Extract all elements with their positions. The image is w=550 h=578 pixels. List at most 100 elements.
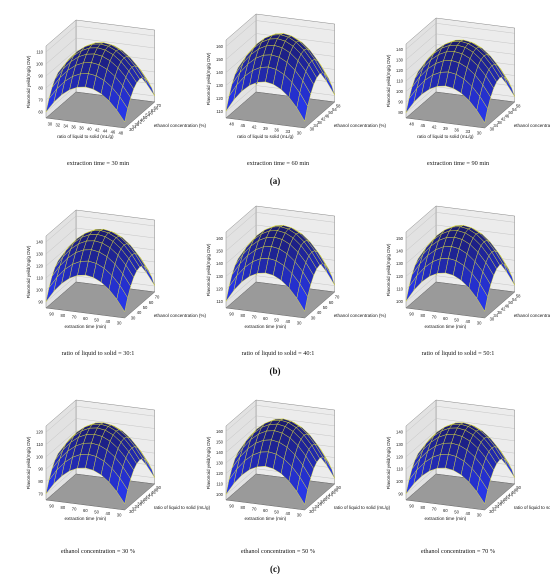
y-tick-label: 30	[310, 126, 315, 131]
y-tick-label: 38	[317, 120, 322, 125]
z-tick-label: 160	[216, 44, 224, 49]
y-tick-label: 40	[323, 497, 328, 502]
y-tick-label: 44	[508, 492, 513, 497]
x-axis-title: extraction time (min)	[245, 516, 287, 521]
wall-gridline	[45, 418, 155, 445]
y-tick-label: 42	[137, 120, 142, 125]
x-tick-label: 60	[83, 508, 88, 513]
surface-plot-r2c0: 70 80 90 100 110 120 90 80 70 60 50 40 30 30 32 34 36 38 4…	[6, 388, 211, 540]
x-tick-label: 90	[49, 312, 54, 317]
y-tick-label: 58	[148, 110, 153, 115]
wall-gridline	[45, 215, 155, 243]
x-tick-label: 30	[477, 512, 482, 517]
z-tick-label: 80	[38, 479, 43, 484]
y-axis-title: ethanol concentration (%)	[154, 123, 207, 128]
y-axis-title: ethanol concentration (%)	[154, 313, 207, 318]
x-tick-label: 90	[409, 312, 414, 317]
y-axis-title: ratio of liquid to solid (mL/g)	[334, 505, 391, 510]
y-tick-label: 46	[325, 113, 330, 118]
y-tick-label: 38	[500, 499, 505, 504]
y-tick-label: 60	[329, 300, 334, 305]
y-tick-label: 42	[501, 117, 506, 122]
wall-gridline	[405, 33, 515, 61]
surface-patch	[476, 283, 488, 312]
wall-gridline	[405, 405, 515, 433]
wall-gridline	[225, 405, 335, 432]
panel-label-a: (a)	[269, 176, 281, 186]
z-tick-label: 100	[396, 299, 404, 304]
x-tick-label: 34	[63, 124, 68, 129]
y-tick-label: 30	[129, 509, 134, 514]
z-axis-title: Flavonoid yeild(mg/g DW)	[206, 52, 211, 105]
x-axis-title: extraction time (min)	[65, 516, 107, 521]
y-tick-label: 50	[516, 485, 521, 490]
y-tick-label: 38	[140, 499, 145, 504]
y-tick-label: 42	[505, 495, 510, 500]
wall-gridline	[225, 212, 335, 239]
x-tick-label: 42	[252, 125, 257, 130]
caption-r2c0: ethanol concentration = 30 %	[60, 548, 136, 555]
y-axis-title: ratio of liquid to solid (mL/g)	[154, 505, 211, 510]
y-tick-label: 48	[514, 488, 519, 493]
z-tick-label: 130	[396, 57, 404, 62]
z-tick-label: 70	[38, 98, 43, 103]
y-tick-label: 38	[320, 499, 325, 504]
z-tick-label: 100	[216, 492, 224, 497]
y-tick-label: 38	[497, 120, 502, 125]
y-tick-label: 54	[512, 297, 517, 302]
x-tick-label: 30	[297, 512, 302, 517]
z-tick-label: 100	[36, 288, 44, 293]
x-tick-label: 70	[252, 507, 257, 512]
y-tick-label: 46	[505, 113, 510, 118]
z-tick-label: 140	[36, 240, 44, 245]
x-tick-label: 39	[443, 126, 448, 131]
surface-plot-r2c1: 100 110 120 130 140 150 160 90 80 70 60 50 40 30 30 32 3…	[186, 388, 391, 540]
y-tick-label: 34	[132, 124, 137, 129]
z-tick-label: 80	[38, 86, 43, 91]
y-tick-label: 46	[511, 490, 516, 495]
caption-r1c0: ratio of liquid to solid = 30:1	[61, 350, 135, 357]
z-tick-label: 160	[216, 429, 224, 434]
caption-r2c1: ethanol concentration = 50 %	[240, 548, 316, 555]
y-axis-title: ethanol concentration (%)	[514, 123, 550, 128]
y-tick-label: 50	[143, 115, 148, 120]
z-tick-label: 110	[36, 442, 43, 447]
z-tick-label: 140	[396, 249, 404, 254]
y-tick-label: 34	[315, 504, 320, 509]
x-tick-label: 90	[409, 504, 414, 509]
y-tick-label: 40	[317, 310, 322, 315]
x-tick-label: 30	[477, 320, 482, 325]
y-tick-label: 50	[323, 305, 328, 310]
z-tick-label: 110	[396, 287, 403, 292]
surface-plot-r1c0: 90 100 110 120 130 140 90 80 70 60 50 40 30 30 40 50 60 7…	[6, 198, 207, 348]
z-tick-label: 100	[396, 89, 404, 94]
y-tick-label: 42	[145, 495, 150, 500]
x-tick-label: 36	[71, 125, 76, 130]
y-tick-label: 48	[154, 488, 159, 493]
x-tick-label: 80	[61, 313, 66, 318]
y-tick-label: 36	[497, 502, 502, 507]
y-tick-label: 46	[151, 490, 156, 495]
x-tick-label: 90	[229, 312, 234, 317]
y-tick-label: 36	[317, 502, 322, 507]
x-tick-label: 80	[241, 505, 246, 510]
y-tick-label: 58	[516, 294, 521, 299]
surface-patch	[116, 284, 128, 313]
y-tick-label: 62	[151, 108, 156, 113]
x-tick-label: 60	[443, 316, 448, 321]
x-tick-label: 40	[87, 127, 92, 132]
y-tick-label: 44	[148, 492, 153, 497]
y-tick-label: 48	[334, 488, 339, 493]
y-tick-label: 38	[497, 310, 502, 315]
z-tick-label: 90	[398, 100, 403, 105]
y-tick-label: 46	[331, 490, 336, 495]
z-tick-label: 140	[396, 47, 404, 52]
x-tick-label: 70	[432, 507, 437, 512]
wall-gridline	[225, 20, 335, 47]
